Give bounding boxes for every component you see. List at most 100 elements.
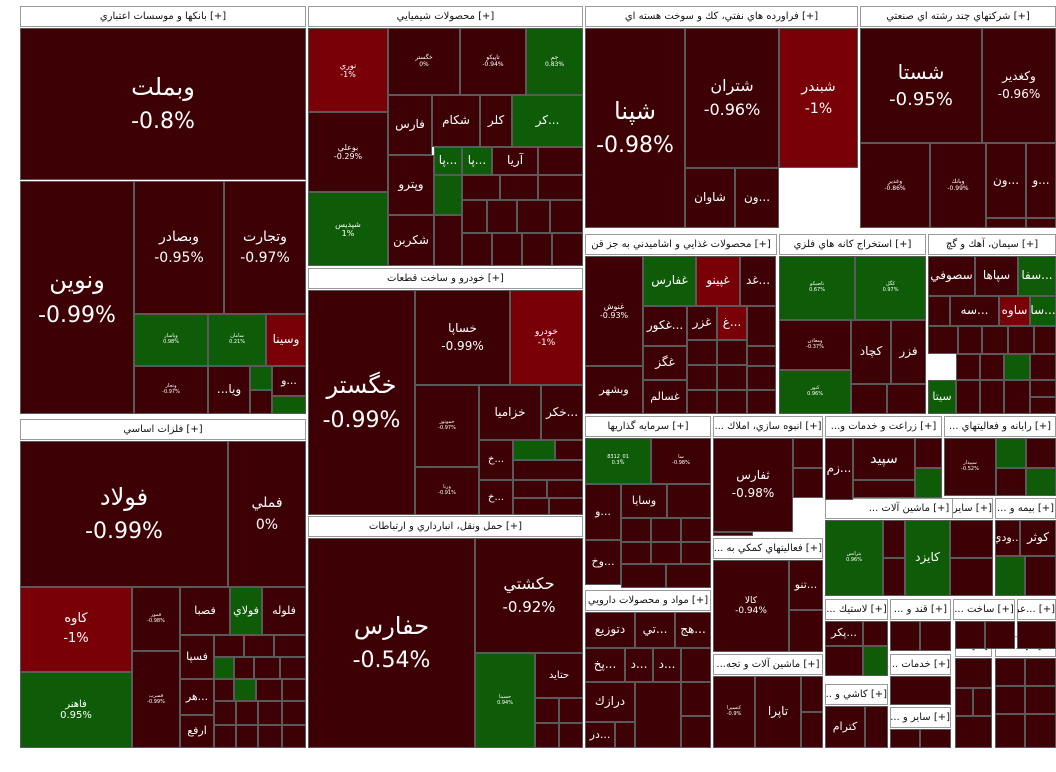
stock-cell[interactable]: وتجار -0.97% xyxy=(134,366,208,414)
sector-header[interactable]: [+] فلزات اساسي xyxy=(20,419,306,440)
stock-cell[interactable]: خموتور -0.97% xyxy=(415,385,479,467)
stock-cell[interactable]: حسينا 0.94% xyxy=(475,653,535,748)
sector-header[interactable]: [+] مواد و محصولات دارويي xyxy=(585,590,711,611)
stock-cell[interactable]: كاوه -1% xyxy=(20,587,132,672)
stock-cell[interactable]: ...پا xyxy=(462,147,492,175)
stock-cell[interactable]: ...در xyxy=(585,722,615,748)
stock-cell[interactable]: بوعلي -0.29% xyxy=(308,112,388,192)
stock-cell[interactable]: خگستر 0% xyxy=(388,28,460,95)
stock-cell[interactable]: ...زم xyxy=(825,438,853,500)
stock-cell[interactable]: ساوه xyxy=(999,296,1030,326)
stock-cell[interactable]: سپيد xyxy=(853,438,915,480)
stock-cell[interactable]: تاپيكو -0.94% xyxy=(460,28,526,95)
stock-cell[interactable]: حكشتي -0.92% xyxy=(475,538,583,653)
stock-cell[interactable]: كلر xyxy=(480,95,512,147)
stock-cell[interactable]: ...تي xyxy=(635,612,675,648)
stock-cell[interactable]: شكام xyxy=(432,95,480,147)
stock-cell[interactable]: شستا -0.95% xyxy=(860,28,982,143)
stock-cell[interactable]: شكربن xyxy=(388,215,434,266)
sector-header[interactable]: [+] فعاليتهاي كمكي به ... xyxy=(713,538,823,559)
sector-header[interactable]: [+] استخراج كانه هاي فلزي xyxy=(779,234,926,255)
stock-cell[interactable]: 01_8312 0.3% xyxy=(585,438,651,484)
stock-cell[interactable]: ...وخ xyxy=(585,540,621,585)
stock-cell[interactable]: شبندر -1% xyxy=(779,28,858,168)
sector-header[interactable]: [+] بيمه و ... xyxy=(995,498,1056,519)
sector-header[interactable]: [+] ...عر xyxy=(1017,599,1056,620)
stock-cell[interactable]: ...غكور xyxy=(643,306,687,346)
stock-cell[interactable]: وسينا xyxy=(266,314,306,366)
stock-cell[interactable]: كوثر xyxy=(1020,520,1056,556)
stock-cell[interactable]: خزاميا xyxy=(479,385,541,440)
sector-header[interactable]: [+] كاشي و ... xyxy=(825,684,888,705)
sector-header[interactable]: [+] حمل ونقل، انبارداري و ارتباطات xyxy=(308,516,583,537)
stock-cell[interactable]: كايزد xyxy=(905,520,950,596)
stock-cell[interactable]: وسايا xyxy=(621,484,667,518)
stock-cell[interactable]: سصوفي xyxy=(928,256,975,296)
stock-cell[interactable]: شپديس 1% xyxy=(308,192,388,266)
stock-cell[interactable]: ...و xyxy=(585,484,621,540)
stock-cell[interactable]: ...پكر xyxy=(825,621,863,646)
stock-cell[interactable]: بترانس 0.96% xyxy=(825,520,883,596)
stock-cell[interactable]: فسرب -0.99% xyxy=(132,651,180,748)
stock-cell[interactable]: ...و xyxy=(1026,143,1056,218)
sector-header[interactable]: [+] ساير و ... xyxy=(890,707,951,728)
sector-header[interactable]: [+] ساخت ... xyxy=(953,599,1015,620)
stock-cell[interactable]: خگستر -0.99% xyxy=(308,290,415,515)
stock-cell[interactable]: وبشهر xyxy=(585,366,643,414)
stock-cell[interactable]: ...د xyxy=(625,648,653,682)
stock-cell[interactable]: ...سا xyxy=(1030,296,1056,326)
sector-header[interactable]: [+] رايانه و فعاليتهاي ... xyxy=(944,416,1056,437)
stock-cell[interactable]: ...غد xyxy=(740,256,776,306)
stock-cell[interactable]: وپاسار 0.98% xyxy=(134,314,208,366)
sector-header[interactable]: [+] لاستيك ... xyxy=(825,599,888,620)
stock-cell[interactable]: ثفارس -0.98% xyxy=(713,438,793,532)
stock-cell[interactable]: حفارس -0.54% xyxy=(308,538,475,748)
stock-cell[interactable]: وپترو xyxy=(388,155,434,215)
stock-cell[interactable]: غنوش -0.93% xyxy=(585,256,643,366)
stock-cell[interactable]: وكغدير -0.96% xyxy=(982,28,1056,143)
stock-cell[interactable]: فاهنر 0.95% xyxy=(20,672,132,748)
sector-header[interactable]: [+] محصولات شيميايي xyxy=(308,6,583,27)
stock-cell[interactable]: ...خكر xyxy=(541,385,583,440)
stock-cell[interactable]: حتايد xyxy=(535,653,583,698)
stock-cell[interactable]: کنسپرا -0.9% xyxy=(713,676,755,748)
stock-cell[interactable]: دتوزيع xyxy=(585,612,635,648)
stock-cell[interactable]: فصبا xyxy=(180,587,230,635)
stock-cell[interactable]: سامان 0.21% xyxy=(208,314,266,366)
stock-cell[interactable]: ...غ xyxy=(717,306,747,340)
stock-cell[interactable]: سپاها xyxy=(975,256,1018,296)
stock-cell[interactable]: ...كر xyxy=(512,95,583,147)
stock-cell[interactable]: شاوان xyxy=(685,168,735,228)
stock-cell[interactable]: ...خ xyxy=(479,480,513,515)
stock-cell[interactable]: فولاد -0.99% xyxy=(20,441,228,587)
sector-header[interactable]: [+] ساير محصو ... xyxy=(952,498,993,519)
stock-cell[interactable]: كچاد xyxy=(851,320,891,384)
stock-cell[interactable]: كگل 0.97% xyxy=(855,256,926,320)
sector-header[interactable]: [+] خدمات ... xyxy=(890,654,951,675)
sector-header[interactable]: [+] سرمايه گذاريها xyxy=(585,416,711,437)
stock-cell[interactable]: سيتا xyxy=(928,380,956,414)
stock-cell[interactable]: وبملت -0.8% xyxy=(20,28,306,180)
stock-cell[interactable]: تاپرا xyxy=(755,676,801,748)
stock-cell[interactable]: ...د xyxy=(653,648,681,682)
stock-cell[interactable]: سپيدار -0.52% xyxy=(944,438,996,496)
sector-header[interactable]: [+] قند و ... xyxy=(890,599,951,620)
stock-cell[interactable]: خودرو -1% xyxy=(510,290,583,385)
sector-header[interactable]: [+] بانکها و موسسات اعتباري xyxy=(20,6,306,27)
stock-cell[interactable]: درازك xyxy=(585,682,635,722)
stock-cell[interactable]: فولاي xyxy=(230,587,262,635)
stock-cell[interactable]: ...تنو xyxy=(789,560,823,610)
stock-cell[interactable]: نوري -1% xyxy=(308,28,388,112)
stock-cell[interactable]: غگز xyxy=(643,346,687,380)
stock-cell[interactable]: فزر xyxy=(891,320,926,384)
stock-cell[interactable]: آريا xyxy=(492,147,538,175)
stock-cell[interactable]: ورنا -0.91% xyxy=(415,467,479,515)
stock-cell[interactable]: وبانك -0.99% xyxy=(930,143,986,228)
stock-cell[interactable]: خساپا -0.99% xyxy=(415,290,510,385)
stock-cell[interactable]: غزر xyxy=(687,306,717,340)
stock-cell[interactable]: ...سه xyxy=(950,296,999,326)
stock-cell[interactable]: فلوله xyxy=(262,587,306,635)
sector-header[interactable]: [+] فراورده هاي نفتي، كك و سوخت هسته اي xyxy=(585,6,858,27)
sector-header[interactable]: [+] محصولات غذايي و اشاميدني به جز قن xyxy=(585,234,777,255)
stock-cell[interactable]: فسپا xyxy=(180,635,214,679)
